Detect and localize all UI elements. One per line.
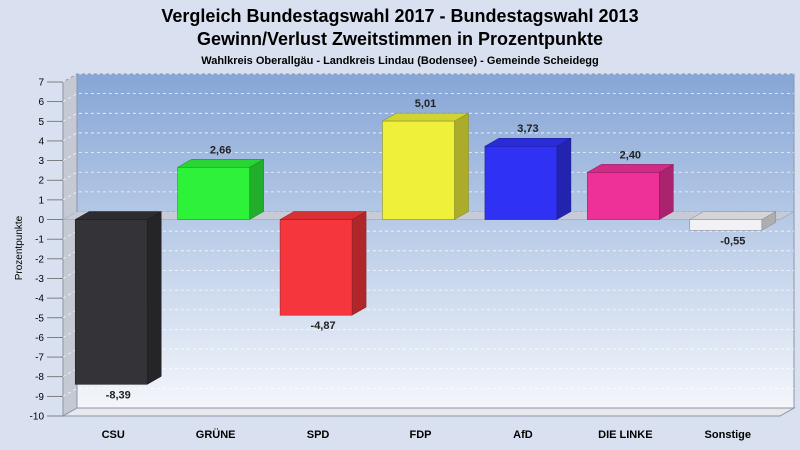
gridline [62,329,794,338]
x-tick-label: DIE LINKE [598,429,652,441]
y-axis-label: Prozentpunkte [14,215,25,280]
bar-top [74,211,163,220]
y-tick-label: -10 [30,412,45,423]
chart-subtitle-location: Wahlkreis Oberallgäu - Landkreis Lindau … [201,55,599,67]
bar-side [146,211,162,385]
y-tick-label: -7 [35,353,44,364]
bar-afd [483,137,572,220]
gridline [62,289,794,299]
value-label: -4,87 [311,320,336,332]
y-tick-label: 0 [38,215,44,226]
bar-fdp [381,112,470,220]
bar-gr-ne [176,158,265,220]
bar-side [659,163,674,220]
x-tick-label: Sonstige [705,429,751,441]
bar-front [382,120,455,220]
bar-die-linke [586,163,675,220]
bars [74,112,777,385]
y-tick-label: 4 [38,136,44,147]
bar-side [454,112,469,220]
x-tick-label: CSU [102,429,125,441]
bar-sonstige [688,211,777,231]
x-tick-label: GRÜNE [196,428,236,441]
y-tick-label: -3 [35,274,44,285]
y-tick-label: -9 [35,392,44,403]
bar-side [249,158,264,220]
bar-front [689,219,763,231]
bar-front [587,172,660,220]
x-tick-label: FDP [410,429,432,441]
bar-top [381,112,470,122]
value-label: 2,66 [210,144,231,156]
value-label: -0,55 [720,235,745,247]
gridline [62,93,794,102]
bar-top [176,159,265,168]
x-axis-labels: CSU GRÜNE SPD FDP AfD DIE LINKE Sonstige [102,428,751,441]
y-tick-label: -5 [35,313,44,324]
bar-front [279,219,353,316]
gridline [62,132,794,142]
bar-front [484,145,558,220]
y-tick-label: 6 [38,97,44,108]
gridline [62,387,794,397]
gridline [62,250,794,260]
bar-top [279,211,368,220]
y-tick-label: 7 [38,78,44,89]
gridline [62,348,794,358]
y-tick-label: -4 [35,294,44,305]
y-tick-label: 3 [38,156,44,167]
y-axis-ticks: 7 6 5 4 3 2 1 0 -1 -2 -3 -4 -5 -6 -7 -8 -9 -10 [30,78,63,423]
y-tick-label: 5 [38,117,44,128]
chart-title: Vergleich Bundestagswahl 2017 - Bundesta… [161,6,638,26]
y-tick-label: 1 [38,195,44,206]
bar-top [483,137,572,147]
y-tick-label: -8 [35,372,44,383]
y-tick-label: 2 [38,176,44,187]
value-labels: -8,39 2,66 -4,87 5,01 3,73 2,40 -0,55 [106,98,746,401]
y-tick-label: -6 [35,333,44,344]
x-tick-label: SPD [307,429,330,441]
bar-spd [279,211,368,316]
gridline [62,368,794,378]
gridline [62,309,794,319]
value-label: 2,40 [620,149,641,161]
value-label: -8,39 [106,389,131,401]
bar-front [74,219,148,385]
bar-top [586,164,675,173]
bar-side [351,211,367,316]
chart-subtitle: Gewinn/Verlust Zweitstimmen in Prozentpu… [197,29,603,49]
bar-csu [74,211,163,385]
gridline [62,112,794,122]
value-label: 5,01 [415,98,436,110]
bar-top [688,211,777,220]
bar-side [556,137,572,220]
bar-front [177,167,250,220]
gridline [62,230,794,240]
plot-floor [61,407,796,417]
y-tick-label: -1 [35,235,44,246]
plot-side-wall [62,73,78,417]
gridline [62,73,794,83]
y-tick-label: -2 [35,254,44,265]
x-tick-label: AfD [513,429,533,441]
gridline [62,270,794,279]
value-label: 3,73 [517,123,538,135]
